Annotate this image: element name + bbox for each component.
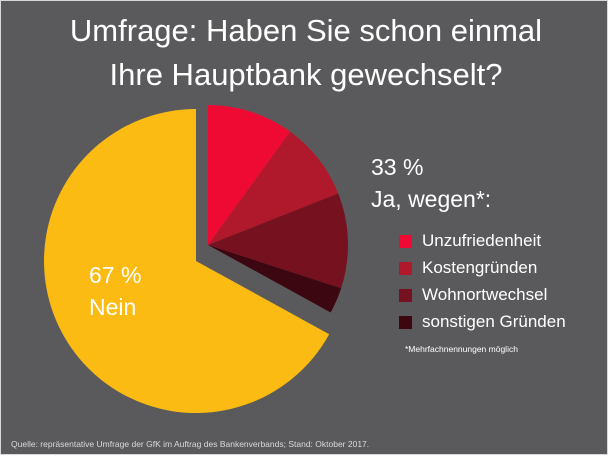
legend-swatch-wohnortwechsel xyxy=(399,288,412,302)
legend: Unzufriedenheit Kostengründen Wohnortwec… xyxy=(399,229,566,337)
legend-item-wohnortwechsel: Wohnortwechsel xyxy=(399,283,566,307)
nein-label: 67 % Nein xyxy=(89,259,141,323)
nein-percent: 67 % xyxy=(89,262,142,288)
legend-swatch-kostengruenden xyxy=(399,261,412,275)
legend-item-sonstige: sonstigen Gründen xyxy=(399,310,566,334)
legend-item-kostengruenden: Kostengründen xyxy=(399,256,566,280)
pie-slice-wohnortwechsel xyxy=(208,193,348,289)
nein-text: Nein xyxy=(89,294,137,320)
pie-slice-kostengr-nden xyxy=(208,131,339,245)
legend-label-unzufriedenheit: Unzufriedenheit xyxy=(422,231,542,250)
legend-label-kostengruenden: Kostengründen xyxy=(422,258,538,277)
pie-slice-nein xyxy=(44,108,330,413)
ja-percent: 33 % xyxy=(371,154,424,180)
source-note: Quelle: repräsentative Umfrage der GfK i… xyxy=(11,439,370,449)
ja-label: 33 % Ja, wegen*: xyxy=(371,151,491,215)
legend-label-wohnortwechsel: Wohnortwechsel xyxy=(422,285,548,304)
chart-title-line-1: Umfrage: Haben Sie schon einmal xyxy=(69,13,543,48)
pie-slice-sonstigen-gr-nden xyxy=(208,245,342,313)
chart-title-line-2: Ihre Hauptbank gewechselt? xyxy=(109,57,503,92)
chart-title: Umfrage: Haben Sie schon einmal Ihre Hau… xyxy=(1,9,610,97)
legend-label-sonstige: sonstigen Gründen xyxy=(422,312,566,331)
legend-swatch-sonstige xyxy=(399,315,412,329)
ja-text: Ja, wegen*: xyxy=(371,186,492,212)
pie-slice-unzufriedenheit xyxy=(208,105,291,245)
legend-item-unzufriedenheit: Unzufriedenheit xyxy=(399,229,566,253)
legend-swatch-unzufriedenheit xyxy=(399,234,412,248)
footnote: *Mehrfachnennungen möglich xyxy=(405,344,518,354)
